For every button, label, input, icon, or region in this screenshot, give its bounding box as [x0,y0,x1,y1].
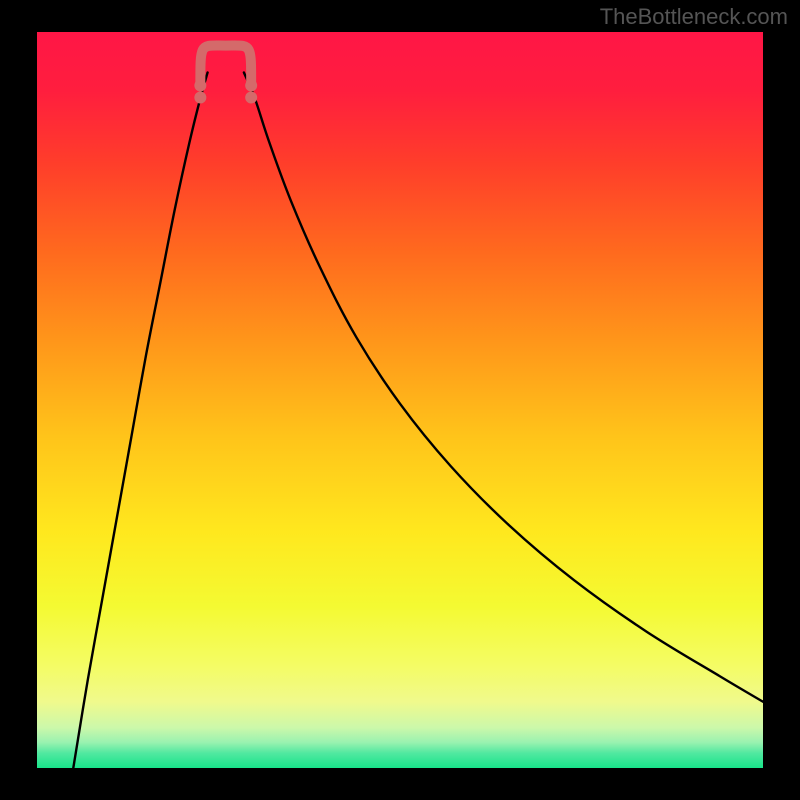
chart-container: TheBottleneck.com [0,0,800,800]
watermark-text: TheBottleneck.com [600,4,788,30]
chart-svg [0,0,800,800]
plot-area [37,32,763,768]
